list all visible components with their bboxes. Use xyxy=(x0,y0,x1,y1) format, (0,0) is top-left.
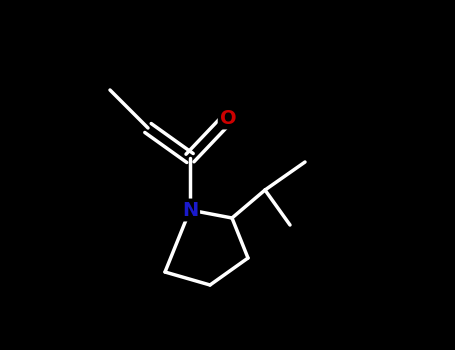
Text: O: O xyxy=(220,108,236,127)
Text: N: N xyxy=(182,201,198,219)
